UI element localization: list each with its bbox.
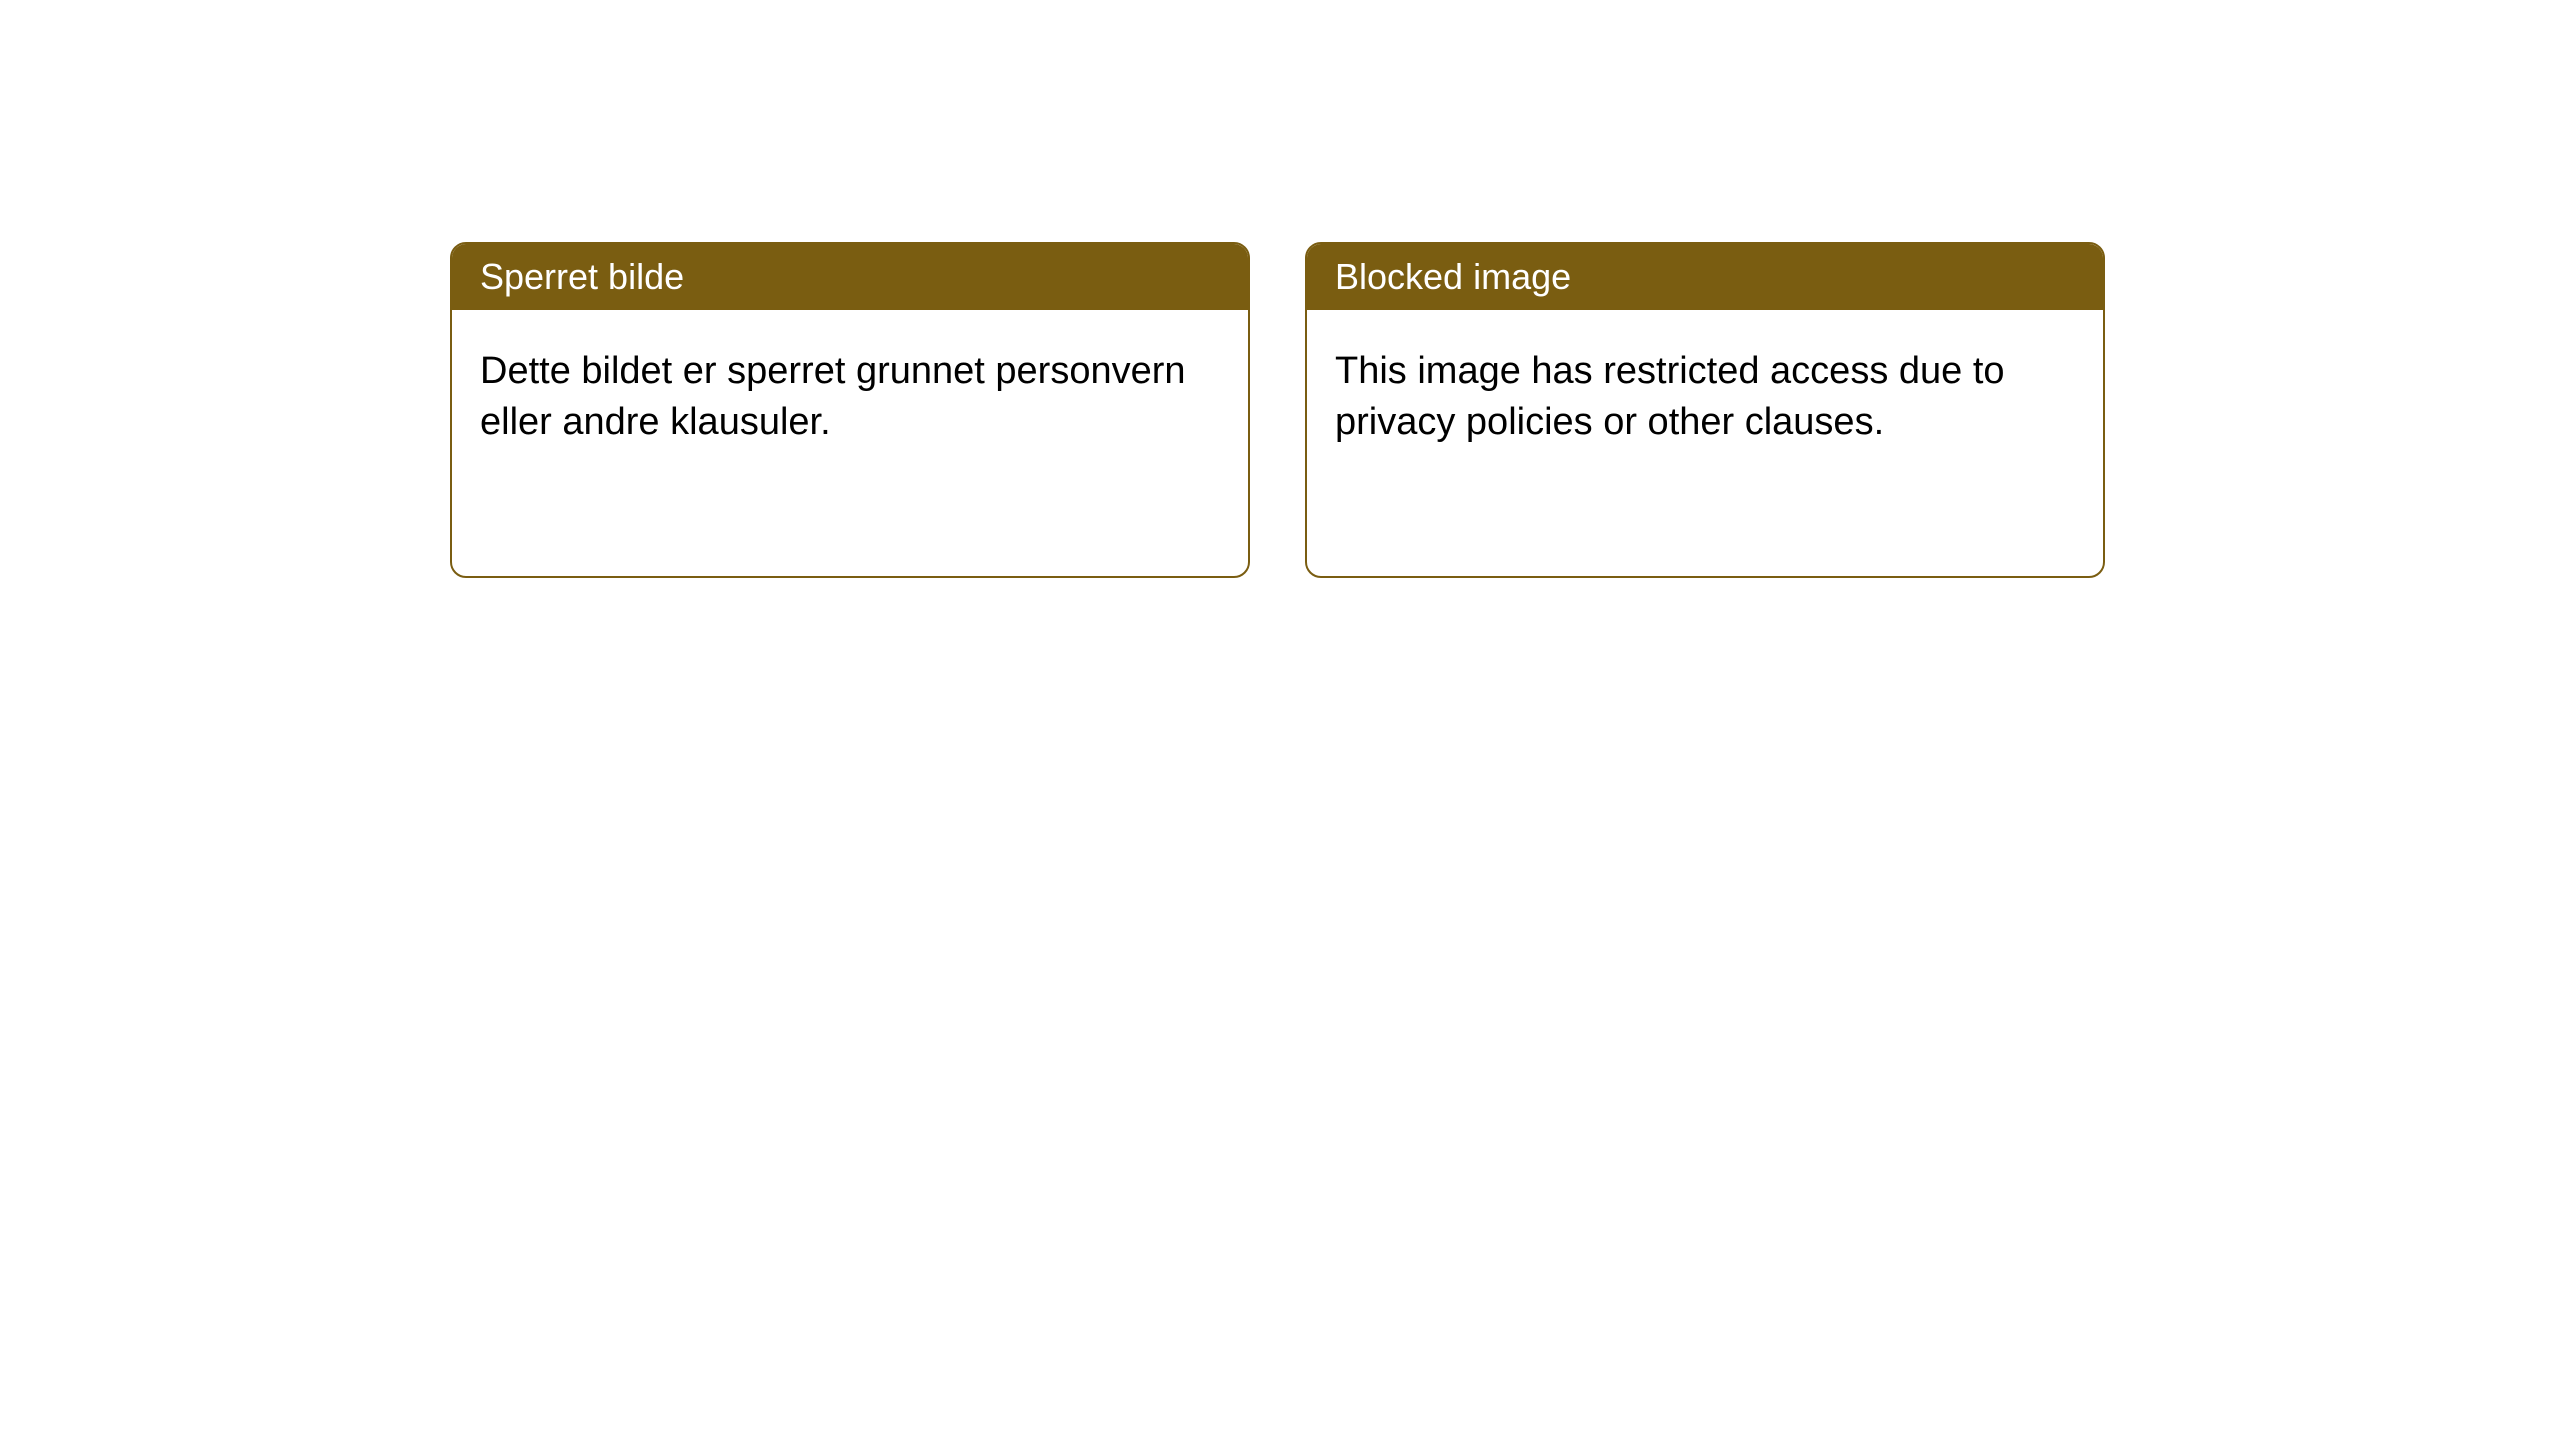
notice-cards-container: Sperret bilde Dette bildet er sperret gr…	[450, 242, 2105, 578]
blocked-notice-card-english: Blocked image This image has restricted …	[1305, 242, 2105, 578]
blocked-notice-card-norwegian: Sperret bilde Dette bildet er sperret gr…	[450, 242, 1250, 578]
card-body-english: This image has restricted access due to …	[1307, 310, 2103, 485]
card-body-norwegian: Dette bildet er sperret grunnet personve…	[452, 310, 1248, 485]
card-header-english: Blocked image	[1307, 244, 2103, 310]
card-header-norwegian: Sperret bilde	[452, 244, 1248, 310]
